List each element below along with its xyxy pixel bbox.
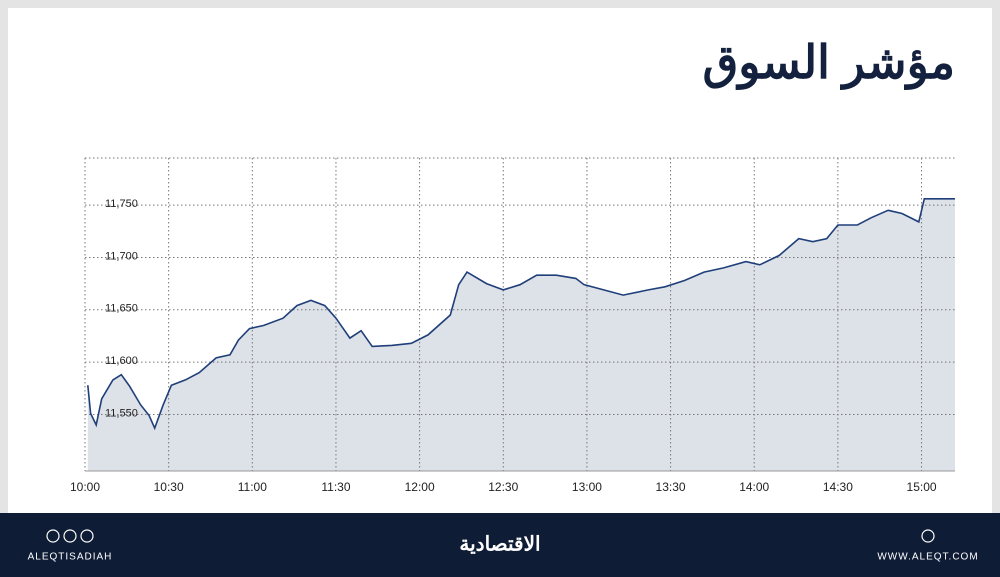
footer-handle: ALEQTISADIAH — [28, 552, 113, 563]
x-tick-label: 10:30 — [154, 480, 184, 494]
x-tick-label: 14:30 — [823, 480, 853, 494]
x-tick-label: 12:00 — [405, 480, 435, 494]
y-tick-label: 11,550 — [105, 407, 138, 419]
x-tick-label: 13:30 — [656, 480, 686, 494]
x-tick-label: 14:00 — [739, 480, 769, 494]
icon — [63, 529, 77, 543]
icon — [921, 529, 935, 543]
x-tick-label: 12:30 — [488, 480, 518, 494]
x-tick-label: 13:00 — [572, 480, 602, 494]
footer-bar — [0, 513, 1000, 577]
x-tick-label: 15:00 — [907, 480, 937, 494]
social-icons — [46, 529, 935, 543]
footer-brand: الاقتصادية — [459, 533, 540, 555]
line — [87, 198, 955, 431]
area-fill — [87, 198, 956, 472]
chart-title: مؤشر السوق — [703, 36, 955, 90]
y-tick-label: 11,650 — [105, 303, 138, 315]
y-tick-label: 11,700 — [105, 250, 138, 262]
y-tick-label: 11,750 — [105, 198, 138, 210]
x-tick-label: 11:30 — [321, 480, 350, 494]
icon — [46, 529, 60, 543]
y-tick-label: 11,600 — [105, 355, 138, 367]
icon — [80, 529, 94, 543]
x-tick-label: 10:00 — [70, 480, 100, 494]
footer-website: WWW.ALEQT.COM — [877, 552, 978, 563]
x-tick-label: 11:00 — [238, 480, 267, 494]
